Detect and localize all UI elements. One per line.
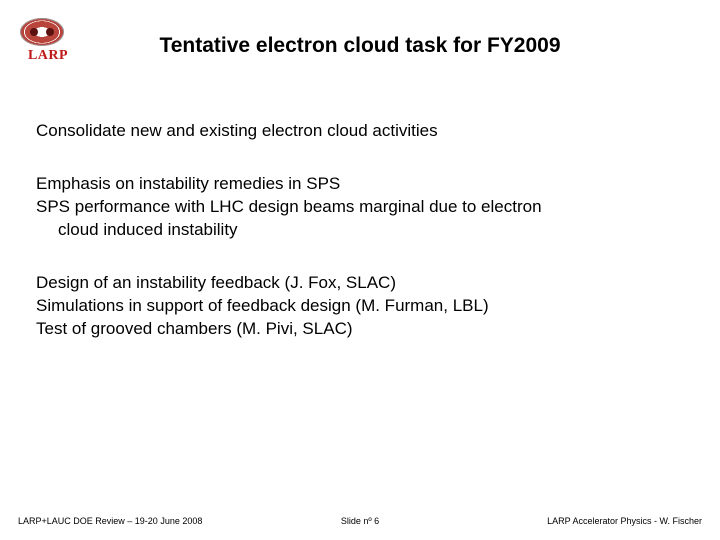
footer: LARP+LAUC DOE Review – 19-20 June 2008 S… <box>18 516 702 526</box>
paragraph-1: Consolidate new and existing electron cl… <box>36 120 684 143</box>
p2-line2: SPS performance with LHC design beams ma… <box>36 196 684 219</box>
slide-title: Tentative electron cloud task for FY2009 <box>0 34 720 58</box>
slide-body: Consolidate new and existing electron cl… <box>36 120 684 371</box>
p3-line3: Test of grooved chambers (M. Pivi, SLAC) <box>36 318 684 341</box>
paragraph-3: Design of an instability feedback (J. Fo… <box>36 272 684 341</box>
p2-line3: cloud induced instability <box>36 219 684 242</box>
footer-right: LARP Accelerator Physics - W. Fischer <box>547 516 702 526</box>
paragraph-2: Emphasis on instability remedies in SPS … <box>36 173 684 242</box>
p3-line2: Simulations in support of feedback desig… <box>36 295 684 318</box>
p2-line1: Emphasis on instability remedies in SPS <box>36 173 684 196</box>
footer-left: LARP+LAUC DOE Review – 19-20 June 2008 <box>18 516 202 526</box>
p3-line1: Design of an instability feedback (J. Fo… <box>36 272 684 295</box>
